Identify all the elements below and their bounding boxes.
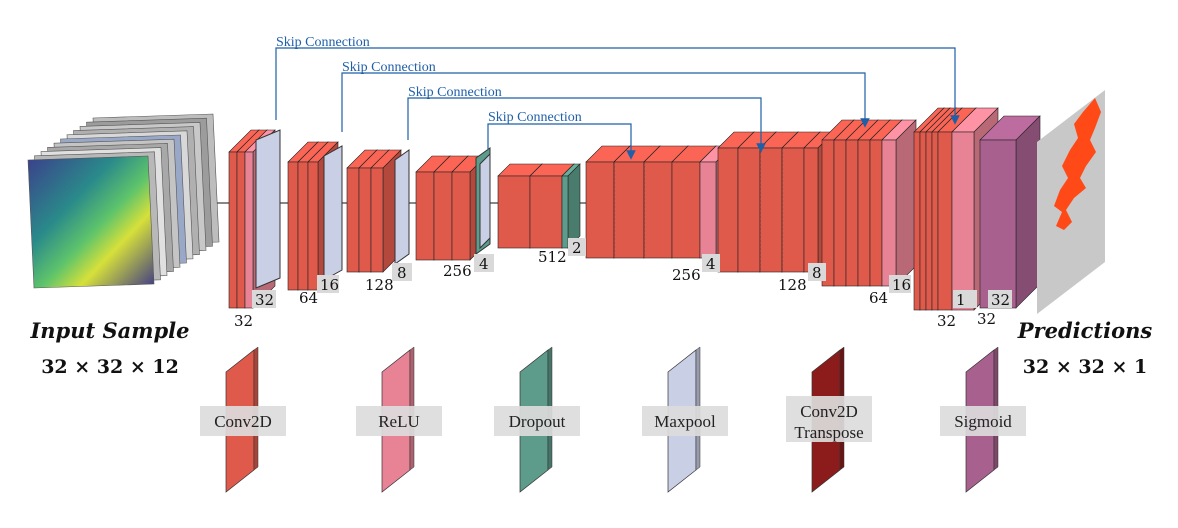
layer-maxpool [394, 149, 410, 265]
dim-label: 256 [672, 266, 701, 284]
dim-label: 8 [397, 264, 407, 282]
dim-label: 128 [778, 276, 807, 294]
skip-connection-label-4: Skip Connection [488, 110, 582, 125]
dim-label: 128 [365, 276, 394, 294]
layer-maxpool [255, 129, 281, 289]
layer-sigmoid [979, 115, 1041, 309]
layer-blocks [228, 107, 1041, 311]
dim-label: 1 [956, 291, 966, 309]
dim-label: 16 [320, 276, 339, 294]
dim-label: 32 [255, 291, 274, 309]
output-title: Predictions [1017, 318, 1153, 343]
legend-label-box [642, 406, 728, 436]
legend-label: Conv2D [214, 412, 272, 431]
dim-label: 64 [299, 289, 318, 307]
skip-connection-line-2 [341, 72, 870, 132]
input-title: Input Sample [29, 318, 189, 343]
dim-label: 32 [977, 310, 996, 328]
legend-item: Sigmoid [940, 346, 1026, 493]
dim-label: 16 [892, 276, 911, 294]
dim-label: 4 [706, 255, 716, 273]
legend-label-box [494, 406, 580, 436]
legend-item: Dropout [494, 346, 580, 493]
skip-connection-line-1 [275, 47, 960, 125]
skip-connection-label-3: Skip Connection [408, 85, 502, 100]
dim-label: 512 [538, 248, 567, 266]
layer-maxpool [323, 145, 343, 281]
skip-connection-line-3 [407, 97, 766, 153]
input-shape: 32 × 32 × 12 [41, 356, 179, 378]
legend-label: Transpose [794, 423, 863, 442]
legend-item: Maxpool [642, 346, 728, 493]
dim-label: 32 [937, 312, 956, 330]
prediction-mask [1054, 98, 1101, 230]
dim-label: 4 [479, 255, 489, 273]
dim-label: 32 [234, 312, 253, 330]
legend-item: Conv2D Transpose [786, 346, 872, 493]
dim-label: 2 [572, 239, 582, 257]
dimension-labels: 32 32 64 16 128 8 256 4 512 2 256 4 128 … [234, 238, 1012, 330]
prediction-output [1037, 90, 1105, 314]
legend-label: Sigmoid [954, 412, 1012, 431]
legend-label-box [356, 406, 442, 436]
legend-item: ReLU [356, 346, 442, 493]
legend-label-box [940, 406, 1026, 436]
dim-label: 64 [869, 289, 888, 307]
input-sample-stack [27, 113, 220, 289]
legend-label: Maxpool [654, 412, 716, 431]
dim-label: 32 [991, 291, 1010, 309]
legend-item: Conv2D [200, 346, 286, 493]
input-terrain-map [27, 155, 155, 289]
skip-connection-label-2: Skip Connection [342, 60, 436, 75]
dim-label: 8 [812, 264, 822, 282]
skip-connections: Skip Connection Skip Connection Skip Con… [275, 35, 960, 160]
legend: Conv2D ReLU Dropout Maxpool Conv2D Transpose S… [200, 346, 1026, 493]
output-shape: 32 × 32 × 1 [1023, 356, 1147, 378]
skip-connection-line-4 [487, 123, 636, 160]
layer-maxpool [479, 152, 491, 250]
legend-label-box [786, 396, 872, 442]
legend-label: Conv2D [800, 402, 858, 421]
legend-label: ReLU [378, 412, 420, 431]
layer-dropout [561, 163, 581, 249]
legend-label: Dropout [509, 412, 566, 431]
legend-label-box [200, 406, 286, 436]
layer-relu [881, 119, 917, 287]
skip-connection-label-1: Skip Connection [276, 35, 370, 50]
dim-label: 256 [443, 262, 472, 280]
